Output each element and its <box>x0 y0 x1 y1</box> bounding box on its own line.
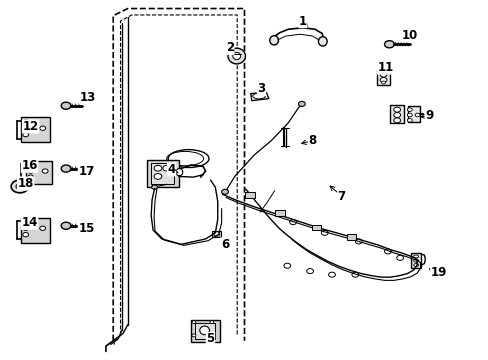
Bar <box>245 192 255 198</box>
Bar <box>311 225 321 230</box>
Bar <box>376 70 389 85</box>
Bar <box>195 323 215 339</box>
Ellipse shape <box>413 264 418 266</box>
Text: 19: 19 <box>430 266 446 279</box>
Ellipse shape <box>209 321 213 324</box>
Ellipse shape <box>28 175 33 179</box>
Ellipse shape <box>176 168 183 176</box>
Ellipse shape <box>200 326 209 335</box>
Bar <box>410 253 421 268</box>
Ellipse shape <box>393 107 400 112</box>
Ellipse shape <box>413 255 418 258</box>
Text: 16: 16 <box>21 159 38 172</box>
Ellipse shape <box>151 185 157 189</box>
Text: 5: 5 <box>206 333 214 346</box>
Text: 12: 12 <box>22 120 39 133</box>
Ellipse shape <box>16 184 24 189</box>
Bar <box>389 105 403 123</box>
Text: 6: 6 <box>221 238 229 251</box>
Text: 10: 10 <box>401 29 417 42</box>
Text: 8: 8 <box>308 134 316 147</box>
Bar <box>26 161 52 184</box>
Ellipse shape <box>209 334 213 337</box>
Text: 1: 1 <box>298 14 306 27</box>
Ellipse shape <box>407 113 411 117</box>
Ellipse shape <box>61 165 71 172</box>
Text: 11: 11 <box>377 61 393 74</box>
Ellipse shape <box>40 226 45 230</box>
Ellipse shape <box>269 36 278 45</box>
Ellipse shape <box>28 169 33 173</box>
Ellipse shape <box>23 120 29 124</box>
Ellipse shape <box>154 165 162 171</box>
Ellipse shape <box>23 132 29 137</box>
Bar <box>191 320 220 342</box>
Ellipse shape <box>213 232 219 236</box>
Bar <box>346 234 356 240</box>
Ellipse shape <box>384 41 393 48</box>
Ellipse shape <box>28 163 33 167</box>
Text: 15: 15 <box>78 222 95 235</box>
Text: 17: 17 <box>78 165 94 177</box>
Text: 13: 13 <box>80 91 96 104</box>
Ellipse shape <box>221 189 228 194</box>
Ellipse shape <box>23 220 29 224</box>
Text: 2: 2 <box>225 41 233 54</box>
Ellipse shape <box>414 113 419 117</box>
Ellipse shape <box>23 233 29 237</box>
Ellipse shape <box>413 259 418 262</box>
Text: 18: 18 <box>18 177 34 190</box>
Ellipse shape <box>192 321 196 324</box>
Ellipse shape <box>318 37 326 46</box>
Ellipse shape <box>23 226 29 230</box>
Ellipse shape <box>298 102 305 107</box>
Text: 14: 14 <box>21 216 38 229</box>
Bar <box>151 163 174 184</box>
Ellipse shape <box>393 118 400 123</box>
Bar <box>407 106 419 122</box>
Text: 9: 9 <box>424 109 432 122</box>
Ellipse shape <box>40 126 45 130</box>
Bar <box>21 217 50 243</box>
Ellipse shape <box>379 77 386 82</box>
Ellipse shape <box>42 169 48 173</box>
Ellipse shape <box>393 112 400 117</box>
Ellipse shape <box>154 174 162 179</box>
Ellipse shape <box>227 48 245 64</box>
Bar <box>147 160 179 187</box>
Ellipse shape <box>11 180 29 193</box>
Ellipse shape <box>381 81 385 84</box>
Ellipse shape <box>192 334 196 337</box>
Bar <box>275 210 285 216</box>
Text: 4: 4 <box>167 163 175 176</box>
Ellipse shape <box>61 102 71 109</box>
Ellipse shape <box>163 165 170 171</box>
Bar <box>21 117 50 143</box>
Ellipse shape <box>379 72 386 77</box>
Ellipse shape <box>232 53 240 60</box>
Ellipse shape <box>23 126 29 130</box>
Ellipse shape <box>407 108 411 111</box>
Bar <box>212 231 221 237</box>
Text: 7: 7 <box>337 190 345 203</box>
Text: 3: 3 <box>257 82 265 95</box>
Ellipse shape <box>407 118 411 122</box>
Ellipse shape <box>61 222 71 229</box>
